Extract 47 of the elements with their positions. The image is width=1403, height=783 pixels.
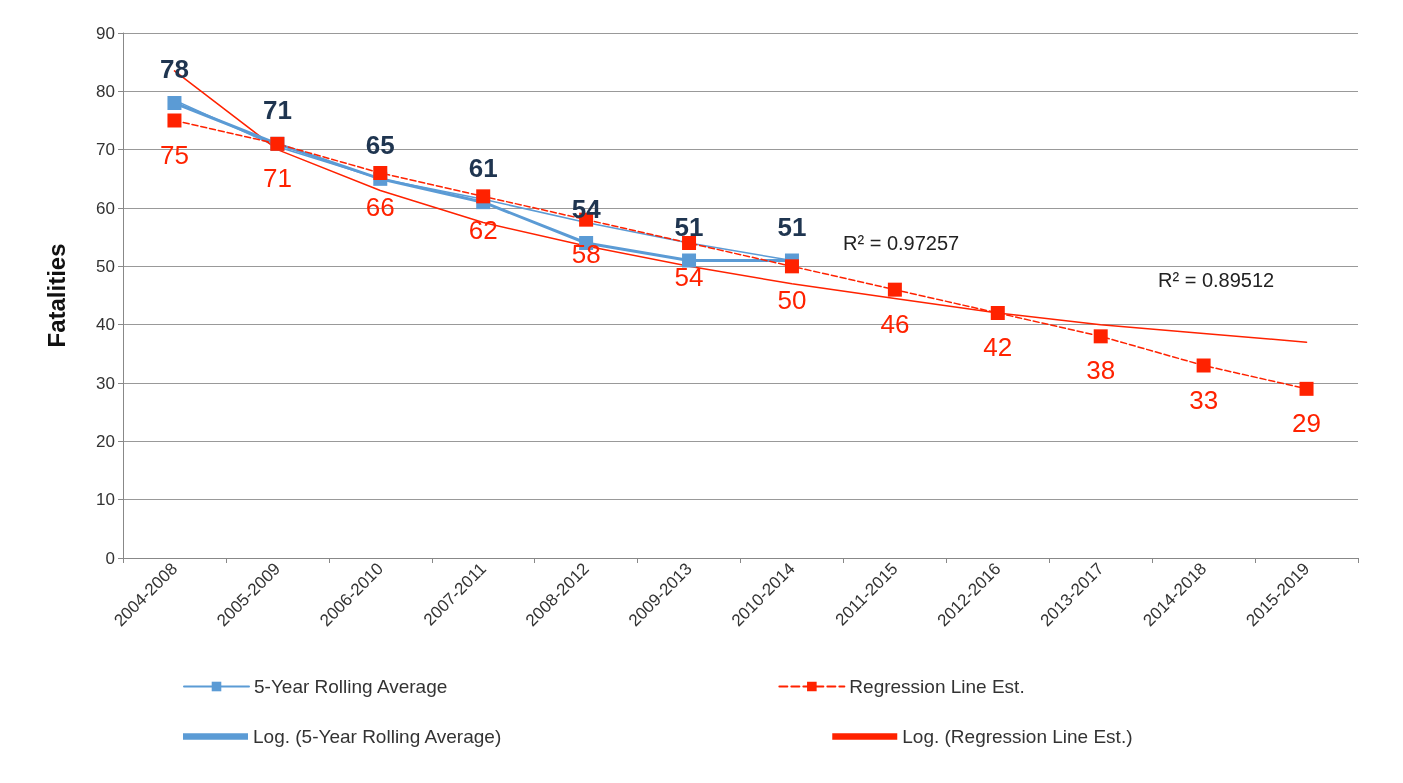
point [990, 306, 1005, 320]
data-label: 50 [777, 285, 807, 316]
legend-label: Regression Line Est. [849, 676, 1025, 697]
data-label: 62 [468, 215, 498, 246]
y-tick-label: 20 [96, 431, 115, 451]
data-label: 33 [1189, 384, 1219, 415]
data-label: 78 [160, 54, 189, 84]
y-tick-label: 50 [96, 256, 115, 276]
y-tick-label: 90 [96, 23, 115, 43]
data-label: 42 [983, 332, 1013, 362]
point [887, 282, 902, 297]
data-label: 29 [1292, 407, 1321, 438]
point [1299, 381, 1314, 396]
point [476, 189, 491, 204]
y-axis-title: Fatalities [42, 243, 70, 348]
y-tick-label: 40 [96, 315, 115, 335]
y-tick-label: 70 [96, 140, 115, 160]
data-label: 51 [674, 211, 704, 242]
point [373, 166, 388, 180]
y-tick-label: 30 [96, 373, 115, 393]
data-label: 38 [1086, 355, 1116, 386]
y-tick-label: 60 [96, 198, 115, 218]
point [682, 236, 697, 250]
point [1093, 329, 1108, 344]
legend-label: 5-Year Rolling Average [254, 676, 448, 697]
point [682, 253, 697, 268]
data-label: 46 [880, 308, 910, 339]
annotation: R² = 0.97257 [843, 232, 960, 254]
point [784, 259, 799, 274]
y-tick-label: 0 [105, 548, 115, 568]
data-label: 75 [160, 139, 189, 170]
point [167, 96, 182, 110]
data-label: 71 [262, 162, 292, 193]
data-label: 66 [365, 192, 395, 222]
point [167, 113, 182, 128]
y-tick-label: 80 [96, 81, 115, 101]
data-label: 54 [571, 194, 602, 224]
data-label: 51 [777, 211, 807, 242]
data-label: 65 [365, 129, 395, 160]
y-tick-label: 10 [96, 490, 115, 510]
point [1196, 358, 1211, 373]
data-label: 71 [262, 94, 292, 125]
data-label: 61 [468, 153, 498, 184]
legend-label: Log. (5-Year Rolling Average) [253, 726, 502, 747]
data-label: 54 [674, 262, 704, 292]
annotation: R² = 0.89512 [1158, 269, 1275, 291]
legend-label: Log. (Regression Line Est.) [902, 726, 1133, 747]
